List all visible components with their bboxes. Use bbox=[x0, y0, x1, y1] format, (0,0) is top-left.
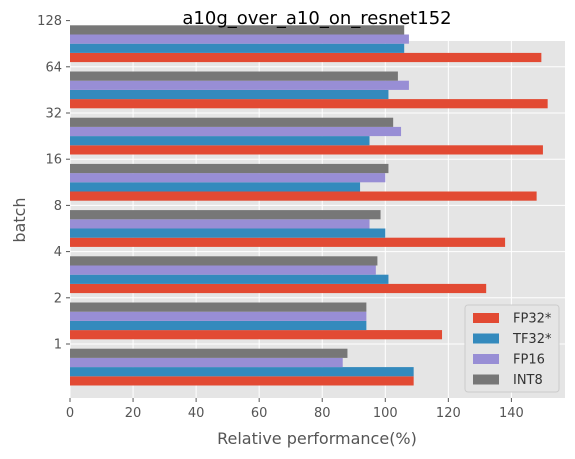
bar-fp16-batch-1 bbox=[70, 357, 343, 368]
bar-int8-batch-16 bbox=[70, 163, 389, 174]
y-tick-label: 4 bbox=[54, 245, 62, 260]
bar-tf32-batch-64 bbox=[70, 89, 389, 100]
bar-fp32-batch-64 bbox=[70, 99, 548, 109]
bar-int8-batch-4 bbox=[70, 256, 378, 266]
legend-label: FP16 bbox=[513, 353, 545, 368]
bars bbox=[70, 25, 548, 386]
bar-fp16-batch-32 bbox=[70, 126, 402, 137]
y-tick-label: 1 bbox=[54, 338, 62, 353]
bar-tf32-batch-128 bbox=[70, 43, 405, 53]
bar-tf32-batch-16 bbox=[70, 182, 361, 192]
bar-fp32-batch-32 bbox=[70, 145, 543, 155]
x-tick-label: 100 bbox=[373, 406, 398, 421]
bar-int8-batch-128 bbox=[70, 25, 405, 35]
bar-fp32-batch-16 bbox=[70, 191, 537, 201]
bar-fp32-batch-4 bbox=[70, 283, 487, 294]
legend-label: INT8 bbox=[513, 373, 543, 388]
x-tick-label: 20 bbox=[125, 406, 142, 421]
bar-fp32-batch-128 bbox=[70, 52, 542, 63]
x-tick-label: 120 bbox=[436, 406, 461, 421]
y-axis-label: batch bbox=[10, 197, 29, 242]
bar-int8-batch-32 bbox=[70, 117, 394, 127]
x-tick-label: 0 bbox=[66, 406, 74, 421]
bar-fp16-batch-2 bbox=[70, 311, 367, 321]
legend: FP32* TF32* FP16 INT8 bbox=[464, 304, 560, 393]
x-tick-label: 80 bbox=[314, 406, 331, 421]
y-tick-label: 8 bbox=[54, 199, 62, 214]
y-tick-label: 64 bbox=[45, 60, 62, 75]
legend-swatch bbox=[473, 374, 499, 385]
legend-label: TF32* bbox=[512, 332, 552, 347]
bar-fp16-batch-8 bbox=[70, 219, 370, 229]
bar-tf32-batch-4 bbox=[70, 274, 389, 284]
bar-fp32-batch-8 bbox=[70, 237, 506, 247]
y-tick-label: 16 bbox=[45, 153, 62, 168]
y-tick-label: 32 bbox=[45, 107, 62, 122]
bar-tf32-batch-1 bbox=[70, 367, 414, 377]
bar-int8-batch-64 bbox=[70, 71, 398, 81]
x-axis-label: Relative performance(%) bbox=[217, 429, 417, 448]
legend-swatch bbox=[473, 313, 499, 323]
y-tick-label: 128 bbox=[37, 14, 62, 29]
x-tick-label: 40 bbox=[188, 406, 205, 421]
bar-fp32-batch-1 bbox=[70, 376, 414, 386]
bar-fp16-batch-16 bbox=[70, 173, 386, 183]
bar-fp16-batch-128 bbox=[70, 34, 409, 44]
bar-int8-batch-2 bbox=[70, 302, 367, 312]
bar-fp16-batch-4 bbox=[70, 265, 376, 275]
legend-frame bbox=[464, 304, 560, 393]
chart-title: a10g_over_a10_on_resnet152 bbox=[182, 8, 451, 29]
bar-int8-batch-8 bbox=[70, 210, 381, 220]
bar-int8-batch-1 bbox=[70, 348, 348, 358]
legend-swatch bbox=[473, 354, 499, 364]
bar-tf32-batch-32 bbox=[70, 136, 370, 146]
legend-label: FP32* bbox=[513, 312, 552, 327]
bar-fp16-batch-64 bbox=[70, 80, 409, 90]
bar-tf32-batch-2 bbox=[70, 320, 367, 331]
x-tick-label: 60 bbox=[251, 406, 268, 421]
x-tick-label: 140 bbox=[499, 406, 524, 421]
bar-tf32-batch-8 bbox=[70, 228, 386, 238]
legend-swatch bbox=[473, 333, 499, 344]
ticks: 0 20 40 60 80 100 120 140 1 2 4 8 16 32 64 128 bbox=[37, 14, 524, 421]
y-tick-label: 2 bbox=[54, 291, 62, 306]
bar-fp32-batch-2 bbox=[70, 330, 443, 340]
